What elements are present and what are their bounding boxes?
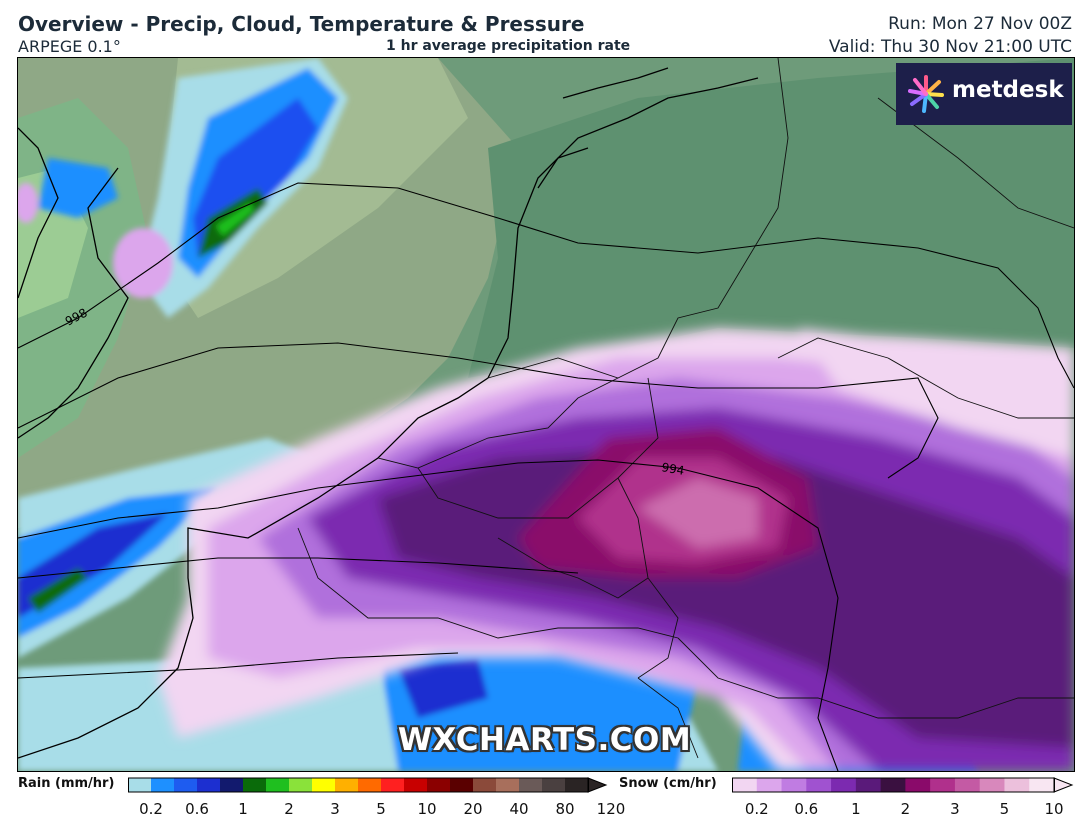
legend-swatch [806, 778, 832, 792]
legend-tick: 0.2 [139, 800, 163, 818]
legend-swatch [358, 778, 382, 792]
legend-extend-arrow [1053, 777, 1074, 793]
legend-swatch [954, 778, 981, 792]
legend-swatch [174, 778, 198, 792]
legend-swatch [243, 778, 267, 792]
legend-swatch [880, 778, 906, 792]
legend-swatch [979, 778, 1005, 792]
legend-tick: 10 [417, 800, 437, 818]
legend-swatch [905, 778, 931, 792]
snow-color-bar [732, 777, 1074, 793]
legend-swatch [1004, 778, 1030, 792]
metdesk-logo[interactable]: metdesk [896, 63, 1072, 125]
legend-tick: 5 [999, 800, 1010, 818]
legend-swatch [450, 778, 474, 792]
legend-swatch [128, 778, 152, 792]
legend-tick: 3 [330, 800, 340, 818]
legend-swatch [732, 778, 758, 792]
legend-frame [128, 777, 589, 793]
legend-swatch [473, 778, 497, 792]
legend-frame [732, 777, 1055, 793]
map-subtitle: 1 hr average precipitation rate [386, 38, 631, 54]
legend-swatch [756, 778, 783, 792]
snow-region [158, 328, 1074, 771]
legend-swatch [1029, 778, 1055, 792]
legend-swatch [404, 778, 428, 792]
logo-text: metdesk [952, 77, 1064, 103]
legend-tick: 0.2 [744, 800, 769, 818]
watermark: WXCHARTS.COM [397, 722, 692, 758]
legend-swatch [930, 778, 956, 792]
legend-swatch [565, 778, 589, 792]
legend-tick: 2 [900, 800, 911, 818]
starburst-icon [908, 75, 944, 113]
valid-time: Valid: Thu 30 Nov 21:00 UTC [828, 37, 1072, 57]
rain-tick-labels: 0.2 0.6 1 2 3 5 10 20 40 80 120 [128, 800, 625, 820]
weather-map[interactable]: 998 994 [17, 57, 1075, 772]
legend-tick: 10 [1044, 800, 1064, 818]
legend-tick: 3 [950, 800, 960, 818]
legend-swatch [831, 778, 857, 792]
rain-color-bar [128, 777, 608, 793]
isobars [18, 182, 1074, 771]
coastlines [18, 67, 759, 759]
legend-tick: 1 [851, 800, 861, 818]
model-name: ARPEGE 0.1° [18, 37, 121, 56]
legend-swatch [220, 778, 244, 792]
legend-swatch [266, 778, 290, 792]
run-time: Run: Mon 27 Nov 00Z [888, 14, 1072, 34]
legend-swatch [381, 778, 405, 792]
legend-swatch [197, 778, 221, 792]
legend-swatch [519, 778, 543, 792]
legend-swatch [151, 778, 175, 792]
land-green-area [468, 58, 1074, 378]
snow-legend-label: Snow (cm/hr) [619, 776, 717, 791]
legend-tick: 120 [596, 800, 626, 818]
country-borders [297, 58, 1074, 759]
legend-swatch [781, 778, 807, 792]
legend-swatch [855, 778, 882, 792]
legend-tick: 80 [555, 800, 575, 818]
map-canvas: 998 994 [18, 58, 1074, 771]
legend-tick: 5 [376, 800, 386, 818]
rain-legend-label: Rain (mm/hr) [18, 776, 115, 791]
legend-swatch [496, 778, 520, 792]
legend-extend-arrow [587, 777, 608, 793]
legend-swatch [427, 778, 451, 792]
rain-band-northwest [18, 58, 348, 318]
legend-tick: 2 [284, 800, 294, 818]
legend-swatch [289, 778, 313, 792]
legend-tick: 0.6 [794, 800, 819, 818]
snow-tick-labels: 0.2 0.6 1 2 3 5 10 [732, 800, 1074, 820]
legend-swatch [542, 778, 566, 792]
isobar-label-994: 994 [660, 460, 685, 478]
map-title: Overview - Precip, Cloud, Temperature & … [18, 12, 585, 36]
legend-tick: 0.6 [185, 800, 209, 818]
legend-tick: 40 [509, 800, 529, 818]
legend-tick: 20 [463, 800, 483, 818]
legend-tick: 1 [238, 800, 248, 818]
legend-swatch [312, 778, 336, 792]
legend-swatch [335, 778, 359, 792]
